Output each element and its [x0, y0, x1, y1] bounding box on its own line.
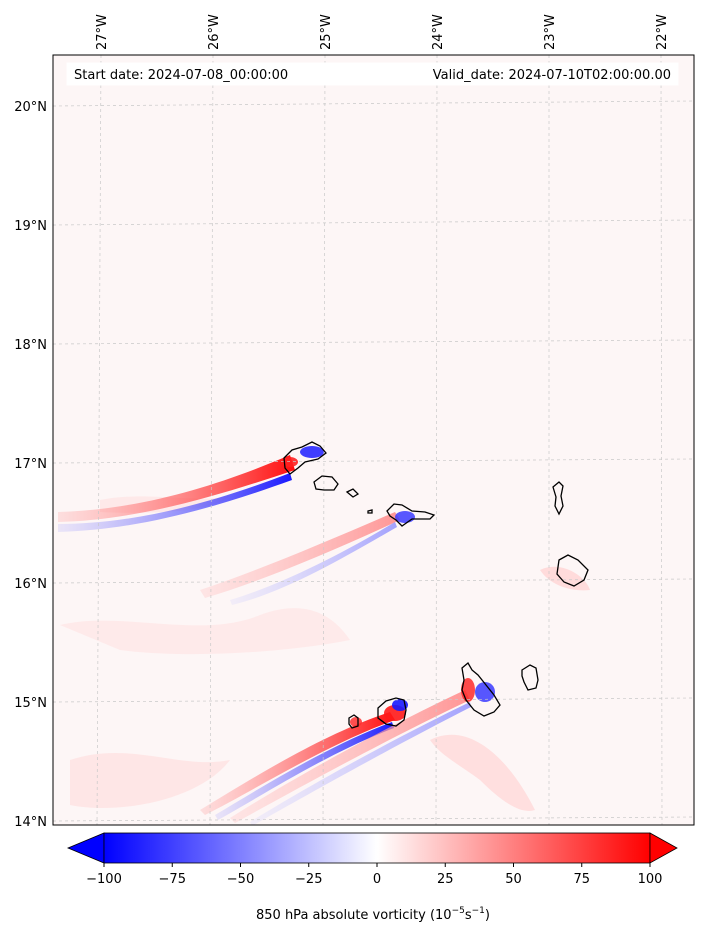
- lon-gridline: [435, 54, 438, 826]
- lat-tick-label: 20°N: [14, 100, 47, 115]
- vorticity-streak-blue: [58, 473, 292, 532]
- start-date-label: Start date: 2024-07-08_00:00:00: [74, 68, 288, 83]
- island-coastline: [552, 481, 564, 516]
- faint-vorticity-patch: [430, 734, 535, 811]
- coastlines: [283, 441, 589, 729]
- colorbar-ticks: −100 −75 −50 −25 0 25 50 75 100: [86, 863, 662, 887]
- colorbar-extend-low: [66, 832, 105, 864]
- lon-tick-label: 24°W: [431, 14, 446, 50]
- colorbar-tick-label: −25: [295, 872, 322, 887]
- lat-tick-label: 17°N: [14, 457, 47, 472]
- colorbar-tick-label: −75: [159, 872, 186, 887]
- island-coastline: [556, 554, 589, 587]
- island-coastline: [377, 697, 407, 727]
- vorticity-streak-pink: [230, 690, 470, 823]
- faint-vorticity-patch: [70, 752, 230, 808]
- vorticity-blob-red: [282, 457, 298, 467]
- latitude-tick-labels: 20°N 19°N 18°N 17°N 16°N 15°N 14°N: [14, 100, 47, 830]
- colorbar-gradient: [103, 832, 651, 864]
- map-panel: Start date: 2024-07-08_00:00:00 Valid_da…: [52, 54, 695, 826]
- lon-tick-label: 25°W: [319, 14, 334, 50]
- lat-gridline: [52, 458, 695, 464]
- lat-tick-label: 16°N: [14, 577, 47, 592]
- colorbar-label: 850 hPa absolute vorticity (10−5s−1): [256, 906, 490, 923]
- map-frame: [52, 54, 695, 826]
- lon-gridline: [322, 54, 326, 826]
- lon-tick-label: 26°W: [207, 14, 222, 50]
- lat-gridline: [52, 219, 695, 226]
- lon-tick-label: 22°W: [655, 14, 670, 50]
- lat-gridline: [52, 697, 695, 703]
- colorbar-tick-label: −100: [86, 872, 122, 887]
- island-coastline: [348, 714, 359, 729]
- lon-gridline: [209, 54, 214, 826]
- gridlines: [52, 54, 695, 826]
- lon-tick-label: 23°W: [543, 14, 558, 50]
- island-coastline: [521, 664, 539, 691]
- vorticity-blob-blue: [300, 446, 324, 458]
- lat-gridline: [52, 100, 695, 107]
- vorticity-streak-red: [200, 712, 395, 815]
- valid-date-label: Valid_date: 2024-07-10T02:00:00.00: [433, 68, 671, 83]
- lat-gridline: [52, 578, 695, 584]
- vorticity-blob-red: [350, 717, 362, 727]
- lat-gridline: [52, 339, 695, 345]
- colorbar-tick-label: 25: [437, 872, 454, 887]
- lat-gridline: [52, 816, 695, 822]
- colorbar-tick-label: 0: [373, 872, 381, 887]
- vorticity-blob-blue: [475, 682, 495, 702]
- faint-vorticity-patch: [60, 608, 350, 655]
- colorbar-tick-label: 50: [505, 872, 522, 887]
- vorticity-streak-lblue: [250, 702, 471, 825]
- island-coastline: [367, 509, 373, 514]
- lat-tick-label: 15°N: [14, 696, 47, 711]
- colorbar: −100 −75 −50 −25 0 25 50 75 100 850 hPa absolute…: [66, 832, 678, 923]
- lon-tick-label: 27°W: [95, 14, 110, 50]
- vorticity-field-background: [53, 55, 694, 825]
- vorticity-features: [58, 446, 590, 825]
- lat-tick-label: 14°N: [14, 815, 47, 830]
- lat-tick-label: 19°N: [14, 219, 47, 234]
- island-coastline: [283, 441, 327, 475]
- island-coastline: [313, 475, 339, 491]
- island-coastline: [345, 488, 360, 498]
- vorticity-streak-lblue: [230, 522, 397, 605]
- colorbar-tick-label: −50: [227, 872, 254, 887]
- info-box: [66, 62, 679, 86]
- vorticity-streak-red: [58, 455, 295, 522]
- vorticity-streak-pink: [200, 512, 400, 598]
- lat-tick-label: 18°N: [14, 338, 47, 353]
- vorticity-streak-blue: [215, 722, 394, 820]
- island-coastline: [461, 662, 501, 717]
- island-coastline: [386, 503, 436, 527]
- colorbar-tick-label: 75: [573, 872, 590, 887]
- colorbar-tick-label: 100: [638, 872, 663, 887]
- lon-gridline: [660, 54, 663, 826]
- colorbar-extend-high: [649, 832, 678, 864]
- longitude-tick-labels: 27°W 26°W 25°W 24°W 23°W 22°W: [95, 14, 670, 50]
- lon-gridline: [96, 54, 102, 826]
